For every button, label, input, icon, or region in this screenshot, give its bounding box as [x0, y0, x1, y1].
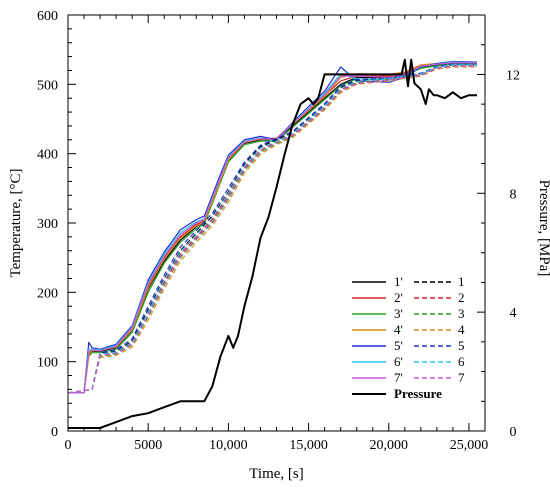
y-tick-label: 400 — [37, 148, 58, 163]
y2-tick-label: 12 — [506, 68, 520, 83]
legend-label-solid: 3' — [394, 306, 403, 321]
y-tick-label: 0 — [51, 425, 58, 440]
legend-label-solid: 6' — [394, 354, 403, 369]
x-tick-label: 15,000 — [289, 438, 328, 453]
x-tick-label: 10,000 — [209, 438, 248, 453]
legend-label-solid: 1' — [394, 274, 403, 289]
legend-label-dashed: 6 — [458, 354, 465, 369]
legend-label-dashed: 3 — [458, 306, 465, 321]
y-tick-label: 200 — [37, 286, 58, 301]
y-axis-title: Temperature, [°C] — [8, 168, 24, 277]
legend-label-solid: 4' — [394, 322, 403, 337]
series-line-dashed-4 — [67, 66, 477, 394]
series-line-dashed-6 — [67, 64, 477, 394]
legend-label-pressure: Pressure — [394, 386, 442, 401]
legend-label-dashed: 1 — [458, 274, 465, 289]
series-line-solid-7p — [68, 62, 477, 394]
series-layer — [67, 58, 478, 429]
legend-label-solid: 5' — [394, 338, 403, 353]
plot-frame — [67, 14, 486, 432]
x-tick-label: 0 — [65, 438, 72, 453]
legend-label-dashed: 2 — [458, 290, 465, 305]
x-tick-label: 5000 — [134, 438, 162, 453]
legend-label-dashed: 7 — [458, 370, 465, 385]
y2-tick-label: 0 — [510, 425, 517, 440]
y2-axis-title: Pressure, [MPa] — [536, 180, 550, 277]
x-tick-label: 20,000 — [370, 438, 409, 453]
series-line-dashed-7 — [67, 65, 477, 394]
y2-tick-label: 8 — [510, 187, 517, 202]
y2-tick-label: 4 — [510, 306, 517, 321]
legend-label-solid: 7' — [394, 370, 403, 385]
axes-layer: 0 5000 10,000 15,000 20,000 25,00001002003004… — [37, 9, 520, 453]
x-axis-title: Time, [s] — [249, 466, 303, 482]
y-tick-label: 600 — [37, 9, 58, 24]
legend-label-dashed: 5 — [458, 338, 465, 353]
legend-label-dashed: 4 — [458, 322, 465, 337]
y-tick-label: 300 — [37, 217, 58, 232]
legend-label-solid: 2' — [394, 290, 403, 305]
series-line-solid-pressure — [68, 58, 477, 429]
y-tick-label: 100 — [37, 356, 58, 371]
legend: 1' 1 2' 2 3' 3 4' 4 5' 5 6' 6 7' 7 Pressure — [352, 274, 465, 401]
y-tick-label: 500 — [37, 78, 58, 93]
x-tick-label: 25,000 — [450, 438, 489, 453]
